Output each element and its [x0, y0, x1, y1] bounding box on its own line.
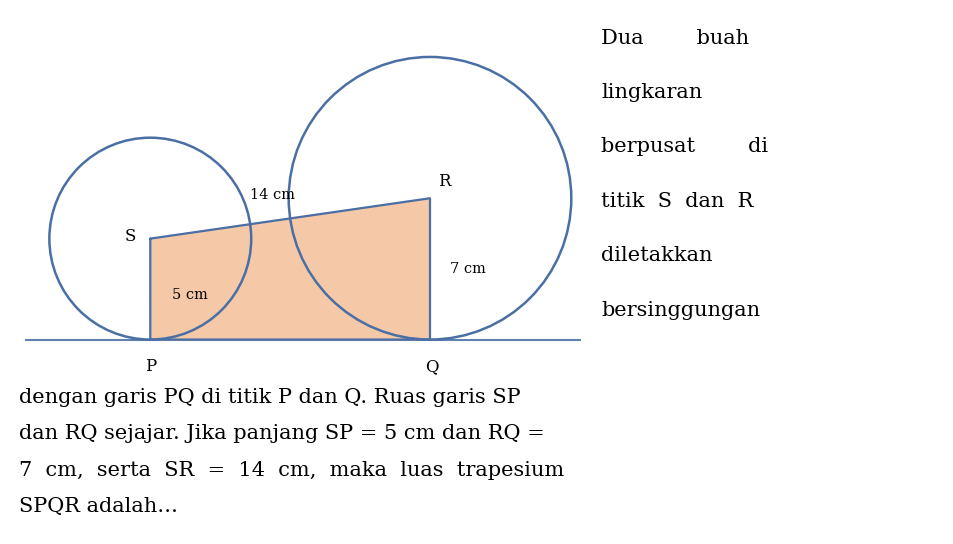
Text: Q: Q	[425, 358, 438, 375]
Text: titik  S  dan  R: titik S dan R	[600, 192, 753, 211]
Text: lingkaran: lingkaran	[600, 83, 701, 102]
Text: 14 cm: 14 cm	[250, 188, 294, 202]
Text: dengan garis PQ di titik P dan Q. Ruas garis SP: dengan garis PQ di titik P dan Q. Ruas g…	[19, 388, 520, 407]
Text: R: R	[437, 173, 450, 190]
Text: bersinggungan: bersinggungan	[600, 301, 760, 319]
Text: dan RQ sejajar. Jika panjang SP = 5 cm dan RQ =: dan RQ sejajar. Jika panjang SP = 5 cm d…	[19, 424, 544, 443]
Text: berpusat        di: berpusat di	[600, 138, 767, 156]
Text: 7  cm,  serta  SR  =  14  cm,  maka  luas  trapesium: 7 cm, serta SR = 14 cm, maka luas trapes…	[19, 461, 564, 480]
Polygon shape	[151, 198, 430, 339]
Text: S: S	[125, 228, 136, 245]
Text: SPQR adalah…: SPQR adalah…	[19, 497, 178, 516]
Text: 5 cm: 5 cm	[172, 288, 208, 302]
Text: Dua        buah: Dua buah	[600, 29, 748, 47]
Text: P: P	[145, 358, 155, 375]
Text: 7 cm: 7 cm	[450, 262, 485, 276]
Text: diletakkan: diletakkan	[600, 246, 712, 265]
